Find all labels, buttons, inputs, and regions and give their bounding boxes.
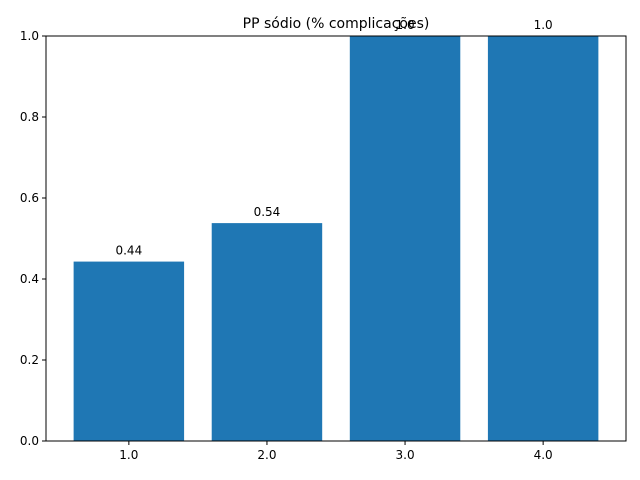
data-label-3.0: 1.0 xyxy=(396,18,415,32)
bar-1.0 xyxy=(73,261,185,441)
data-labels-group: 0.44 0.54 1.0 1.0 xyxy=(115,18,552,258)
y-tick-label: 0.0 xyxy=(20,434,39,448)
y-tick-label: 0.8 xyxy=(20,110,39,124)
x-tick-label: 2.0 xyxy=(257,448,276,462)
y-tick-label: 1.0 xyxy=(20,29,39,43)
plot-frame xyxy=(45,35,627,442)
bar-4.0 xyxy=(487,36,599,441)
bar-2.0 xyxy=(211,223,323,441)
y-tick-label: 0.6 xyxy=(20,191,39,205)
x-tick-label: 1.0 xyxy=(119,448,138,462)
y-axis: 0.0 0.2 0.4 0.6 0.8 1.0 xyxy=(20,29,46,448)
data-label-4.0: 1.0 xyxy=(534,18,553,32)
x-axis: 1.0 2.0 3.0 4.0 xyxy=(119,441,553,462)
bar-3.0 xyxy=(349,36,461,441)
x-tick-label: 3.0 xyxy=(396,448,415,462)
data-label-2.0: 0.54 xyxy=(254,205,281,219)
x-tick-label: 4.0 xyxy=(534,448,553,462)
bars-group xyxy=(73,36,599,441)
chart-title: PP sódio (% complicações) xyxy=(243,16,430,32)
y-tick-label: 0.4 xyxy=(20,272,39,286)
data-label-1.0: 0.44 xyxy=(115,244,142,258)
y-tick-label: 0.2 xyxy=(20,353,39,367)
